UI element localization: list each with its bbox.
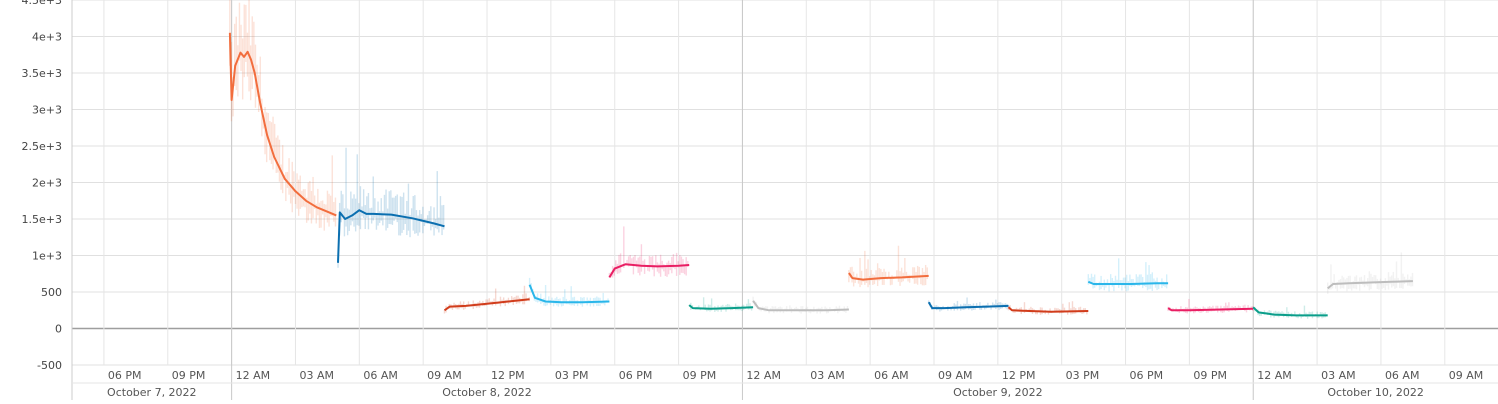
y-tick-label: 3.5e+3 [22,67,62,80]
x-tick-label: 09 AM [1449,369,1484,382]
x-tick-label: 12 AM [1257,369,1292,382]
x-tick-label: 09 PM [683,369,717,382]
x-tick-label: 09 AM [427,369,462,382]
x-tick-label: 09 PM [1193,369,1227,382]
series-line-12 [1167,307,1254,312]
y-tick-label: 2.5e+3 [22,140,62,153]
x-tick-label: 12 PM [1002,369,1036,382]
x-tick-label: 06 AM [363,369,398,382]
series-line-1 [228,32,337,217]
x-tick-label: 06 PM [1130,369,1164,382]
series-line-11 [1087,280,1169,285]
series-line-6 [688,304,754,310]
x-tick-label: 12 AM [746,369,781,382]
grid-layer [71,0,1498,400]
x-tick-label: 03 AM [810,369,845,382]
series-line-2 [337,209,445,263]
series-line-5 [608,263,690,278]
x-tick-label: 03 AM [299,369,334,382]
date-label: October 8, 2022 [442,386,532,399]
x-tick-label: 12 AM [236,369,271,382]
x-tick-label: 06 AM [874,369,909,382]
x-tick-label: 12 PM [491,369,525,382]
date-label: October 9, 2022 [953,386,1043,399]
date-label: October 10, 2022 [1327,386,1424,399]
y-tick-label: 0 [55,323,62,336]
series-line-10 [1007,306,1089,313]
y-tick-label: 4.5e+3 [22,0,62,7]
y-tick-label: 1.5e+3 [22,213,62,226]
y-tick-label: 1e+3 [32,250,62,263]
x-tick-label: 03 PM [1066,369,1100,382]
y-tick-label: 500 [41,286,62,299]
y-tick-label: 2e+3 [32,177,62,190]
y-tick-label: 3e+3 [32,104,62,117]
x-tick-label: 03 AM [1321,369,1356,382]
x-tick-label: 06 AM [1385,369,1420,382]
series-line-4 [528,284,610,304]
x-tick-label: 06 PM [619,369,653,382]
date-label: October 7, 2022 [107,386,197,399]
x-tick-label: 06 PM [108,369,142,382]
y-tick-label: -500 [37,359,62,372]
x-tick-label: 09 AM [938,369,973,382]
y-tick-label: 4e+3 [32,31,62,44]
series-line-13 [1252,306,1328,317]
x-tick-label: 09 PM [172,369,206,382]
band-layer [229,0,1414,319]
series-line-9 [927,301,1009,310]
series-line-3 [443,298,530,312]
series-layer [228,32,1413,317]
x-tick-label: 03 PM [555,369,589,382]
series-line-14 [1327,280,1413,290]
axis-layer: -500 0 500 1e+3 1.5e+3 2e+3 2.5e+3 3e+3 3.5e+3 4e… [22,0,1498,399]
series-line-8 [848,272,929,281]
series-line-7 [752,300,849,312]
